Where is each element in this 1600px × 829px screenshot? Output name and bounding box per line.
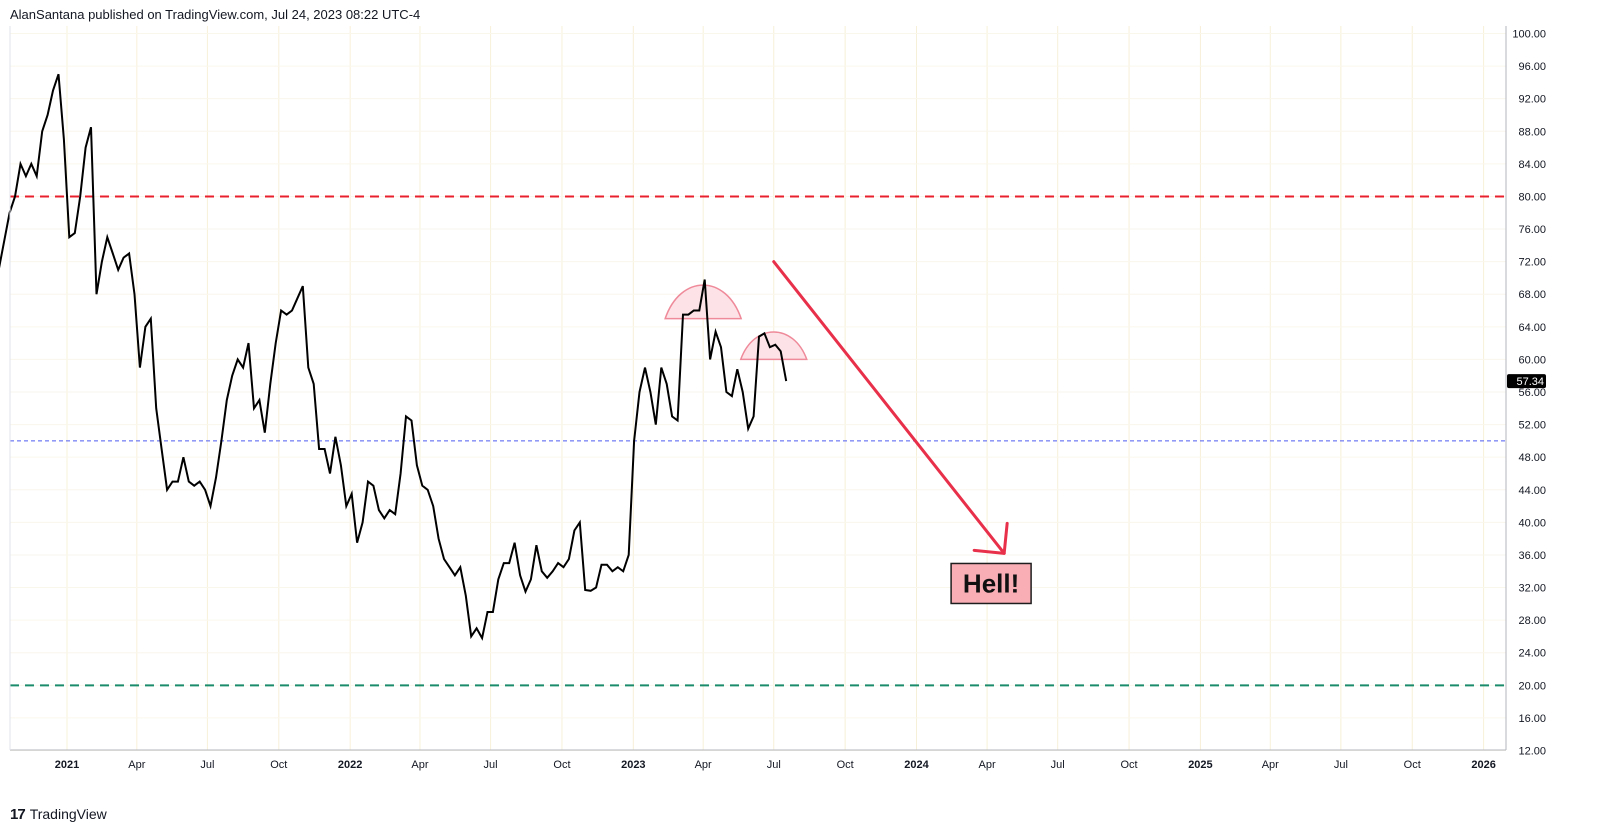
y-tick-label: 96.00 bbox=[1518, 61, 1546, 73]
x-tick-label: 2021 bbox=[55, 759, 79, 771]
y-tick-label: 24.00 bbox=[1518, 648, 1546, 660]
grid-lines bbox=[10, 26, 1506, 751]
y-tick-label: 80.00 bbox=[1518, 191, 1546, 203]
y-tick-label: 88.00 bbox=[1518, 126, 1546, 138]
x-tick-label: Jul bbox=[1334, 759, 1348, 771]
tradingview-logo-icon: 17 bbox=[10, 805, 26, 823]
y-tick-label: 52.00 bbox=[1518, 420, 1546, 432]
axes bbox=[9, 26, 1507, 751]
last-value-text: 57.34 bbox=[1516, 376, 1544, 388]
y-tick-label: 28.00 bbox=[1518, 615, 1546, 627]
y-tick-label: 40.00 bbox=[1518, 517, 1546, 529]
x-tick-label: 2024 bbox=[904, 759, 929, 771]
label-box bbox=[950, 562, 1032, 605]
y-tick-label: 20.00 bbox=[1518, 680, 1546, 692]
x-tick-label: Apr bbox=[695, 759, 712, 771]
last-value-bg bbox=[1507, 374, 1546, 389]
x-tick-label: 2026 bbox=[1471, 759, 1495, 771]
x-tick-label: 2025 bbox=[1188, 759, 1212, 771]
peak-arc-annotations bbox=[664, 284, 808, 361]
x-tick-label: Jul bbox=[484, 759, 498, 771]
x-tick-label: 2023 bbox=[621, 759, 645, 771]
y-tick-label: 84.00 bbox=[1518, 159, 1546, 171]
y-tick-label: 68.00 bbox=[1518, 289, 1546, 301]
y-tick-label: 72.00 bbox=[1518, 257, 1546, 269]
x-tick-label: Oct bbox=[270, 759, 287, 771]
x-tick-label: 2022 bbox=[338, 759, 362, 771]
x-tick-label: Apr bbox=[128, 759, 145, 771]
footer-branding: 17 TradingView bbox=[10, 804, 107, 824]
x-tick-label: Apr bbox=[979, 759, 996, 771]
y-tick-label: 32.00 bbox=[1518, 583, 1546, 595]
x-tick-label: Oct bbox=[1404, 759, 1421, 771]
label-text: Hell! bbox=[963, 568, 1019, 598]
y-tick-label: 48.00 bbox=[1518, 452, 1546, 464]
y-tick-label: 16.00 bbox=[1518, 713, 1546, 725]
x-tick-label: Jul bbox=[767, 759, 781, 771]
y-tick-label: 100.00 bbox=[1512, 29, 1546, 41]
publish-header: AlanSantana published on TradingView.com… bbox=[10, 7, 421, 22]
peak-arc bbox=[664, 284, 743, 320]
y-tick-label: 60.00 bbox=[1518, 354, 1546, 366]
x-tick-label: Apr bbox=[1262, 759, 1279, 771]
x-axis-ticks: 2021 Apr Jul Oct 2022 Apr Jul Oct 2023 Apr Jul Oct 2… bbox=[55, 759, 1496, 771]
y-tick-label: 76.00 bbox=[1518, 224, 1546, 236]
x-tick-label: Oct bbox=[1121, 759, 1138, 771]
last-value-badge: 57.34 bbox=[1507, 374, 1546, 389]
y-tick-label: 56.00 bbox=[1518, 387, 1546, 399]
x-tick-label: Apr bbox=[411, 759, 428, 771]
x-tick-label: Jul bbox=[1051, 759, 1065, 771]
arrow-head bbox=[972, 521, 1009, 555]
x-tick-label: Jul bbox=[200, 759, 214, 771]
y-tick-label: 64.00 bbox=[1518, 322, 1546, 334]
x-tick-label: Oct bbox=[553, 759, 570, 771]
y-tick-label: 44.00 bbox=[1518, 485, 1546, 497]
level-lines bbox=[10, 195, 1506, 687]
arrow-shaft bbox=[772, 260, 1006, 555]
down-arrow-annotation bbox=[772, 260, 1009, 555]
rsi-line bbox=[0, 73, 788, 641]
y-axis-ticks: 100.00 96.00 92.00 88.00 84.00 80.00 76.00 72.0… bbox=[1512, 29, 1546, 758]
hell-label-annotation: Hell! bbox=[950, 562, 1032, 605]
brand-name: TradingView bbox=[29, 806, 107, 822]
x-tick-label: Oct bbox=[837, 759, 854, 771]
y-tick-label: 92.00 bbox=[1518, 94, 1546, 106]
y-tick-label: 12.00 bbox=[1518, 746, 1546, 758]
y-tick-label: 36.00 bbox=[1518, 550, 1546, 562]
